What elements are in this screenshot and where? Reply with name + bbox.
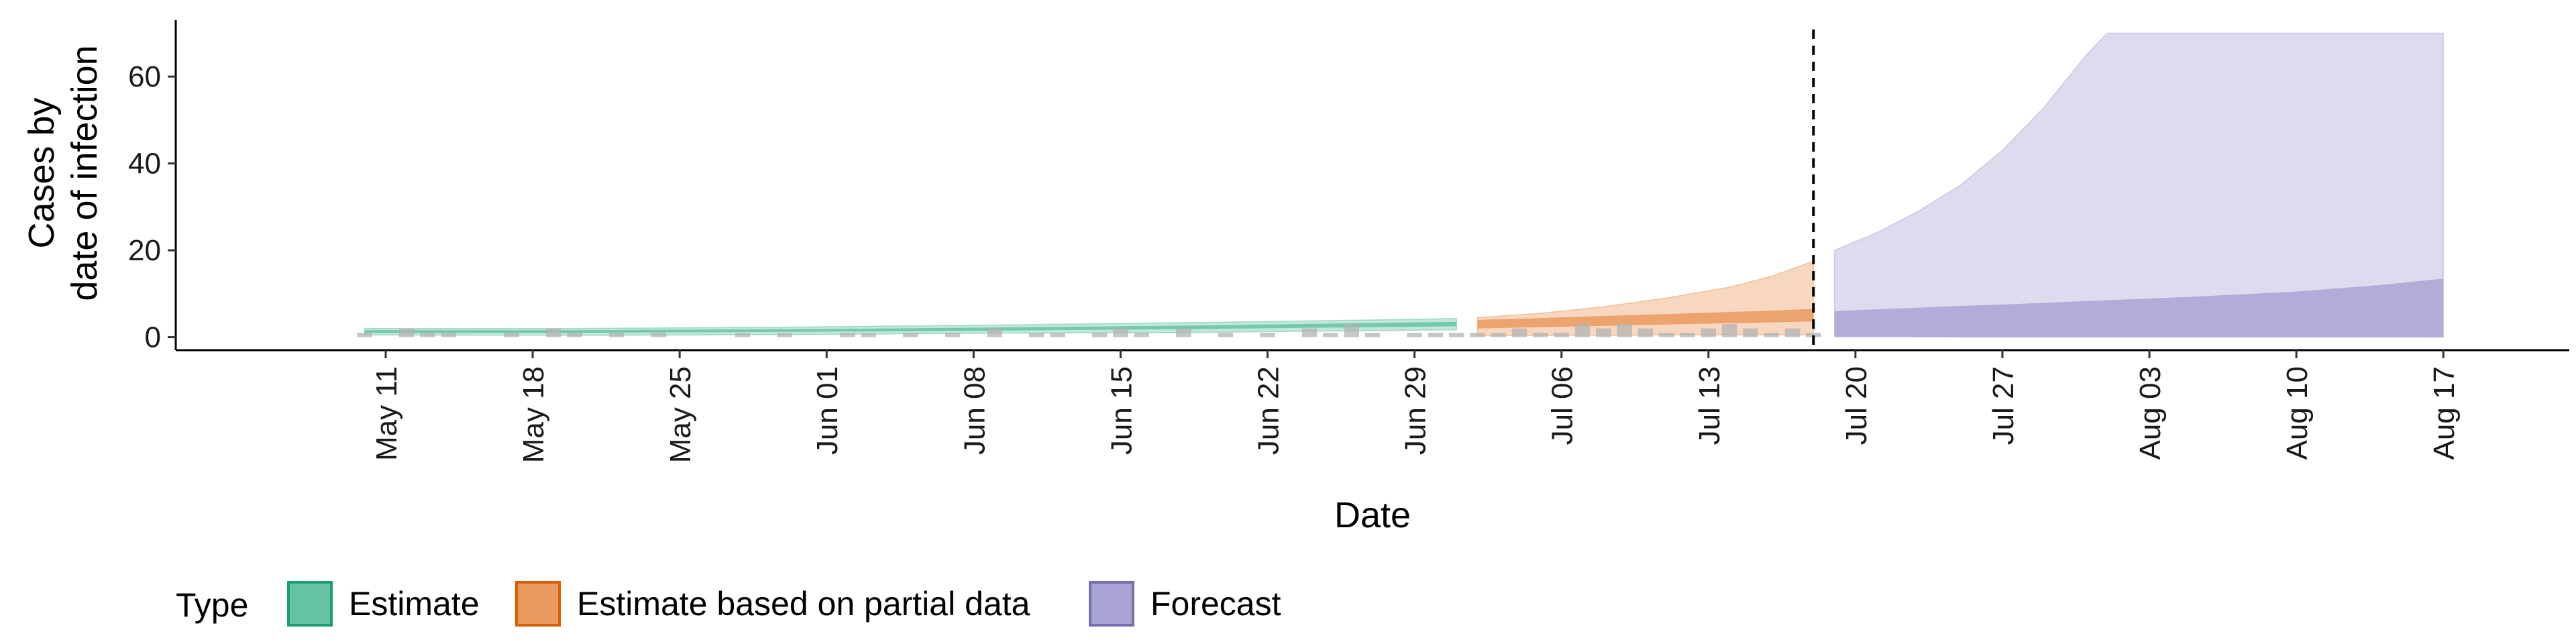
y-axis-title-line-1: Cases by — [21, 97, 62, 248]
y-axis-title-line-2: date of infection — [64, 45, 105, 301]
case-bar — [1470, 333, 1485, 337]
case-bar — [1091, 333, 1108, 337]
case-bar — [840, 333, 855, 337]
case-bar — [1050, 333, 1065, 337]
case-bar — [1511, 328, 1527, 337]
case-bar — [945, 333, 961, 337]
legend-key — [515, 581, 561, 627]
x-tick-label: Jul 13 — [1693, 366, 1726, 445]
y-tick-label: 0 — [145, 321, 161, 354]
x-tick-label: Aug 03 — [2134, 366, 2167, 460]
case-bar — [1596, 328, 1611, 337]
bars-layer — [357, 324, 1821, 337]
case-bar — [1743, 328, 1758, 337]
case-bar — [1176, 328, 1191, 337]
legend-title: Type — [176, 586, 248, 624]
case-bar — [651, 333, 667, 337]
y-axis-title: Cases by date of infection — [21, 45, 105, 301]
legend-label: Estimate based on partial data — [577, 585, 1030, 623]
case-bar — [1554, 333, 1569, 337]
x-axis-title: Date — [1334, 495, 1411, 535]
x-tick-label: Jul 20 — [1840, 366, 1873, 445]
bands-layer — [364, 32, 2444, 338]
case-bar — [735, 333, 751, 337]
case-bar — [1218, 333, 1234, 337]
case-bar — [1113, 328, 1128, 337]
case-bar — [1638, 328, 1654, 337]
band-inner-estimate — [364, 321, 1457, 333]
case-bar — [1701, 328, 1716, 337]
case-bar — [777, 333, 792, 337]
x-tick-label: May 18 — [517, 366, 550, 463]
case-bar — [609, 333, 625, 337]
legend-label: Forecast — [1150, 585, 1281, 623]
band-inner-estimate-based-on-partial-data — [1477, 309, 1814, 329]
case-bar — [1260, 333, 1275, 337]
legend-key — [287, 581, 333, 627]
x-tick-label: May 11 — [370, 366, 403, 461]
case-bar — [567, 333, 582, 337]
case-bar — [1301, 328, 1318, 337]
case-bar — [1533, 333, 1548, 337]
case-bar — [1134, 333, 1149, 337]
case-bar — [903, 333, 918, 337]
case-bar — [546, 328, 561, 337]
x-tick-label: Jun 29 — [1399, 366, 1432, 455]
x-tick-label: May 25 — [664, 366, 697, 463]
x-tick-label: Jul 06 — [1546, 366, 1579, 445]
legend-key — [1089, 581, 1134, 627]
case-bar — [357, 333, 372, 337]
case-bar — [1721, 324, 1737, 337]
case-bar — [1323, 333, 1338, 337]
y-tick-label: 20 — [128, 234, 161, 267]
case-bar — [1658, 333, 1674, 337]
case-bar — [1428, 333, 1444, 337]
case-bar — [399, 328, 415, 337]
x-tick-label: Jul 27 — [1987, 366, 2020, 445]
y-tick-label: 60 — [128, 60, 161, 93]
x-tick-label: Aug 17 — [2428, 366, 2461, 460]
case-bar — [1448, 333, 1464, 337]
case-bar — [1364, 333, 1381, 337]
case-bar — [1784, 328, 1801, 337]
case-bar — [1574, 324, 1591, 337]
x-tick-label: Jun 22 — [1252, 366, 1285, 455]
case-bar — [1029, 333, 1044, 337]
case-bar — [1491, 333, 1506, 337]
case-bar — [441, 333, 457, 337]
case-bar — [1764, 333, 1779, 337]
y-tick-label: 40 — [128, 148, 161, 180]
legend: Type Estimate Estimate based on partial d… — [176, 581, 1281, 627]
case-bar — [1680, 333, 1695, 337]
case-bar — [987, 328, 1002, 337]
x-tick-label: Jun 08 — [958, 366, 991, 455]
case-bar — [1344, 324, 1359, 337]
case-bar — [1806, 333, 1821, 337]
band-inner-forecast — [1834, 278, 2444, 337]
case-bar — [420, 333, 435, 337]
x-tick-label: Jun 15 — [1105, 366, 1138, 455]
case-bar — [1407, 333, 1422, 337]
x-tick-label: Jun 01 — [811, 366, 844, 455]
case-bar — [1617, 324, 1632, 337]
axes-layer: 0 20 40 60 May 11 May 18 May 25 Jun 01 Jun 08 Jun… — [128, 20, 2569, 463]
x-tick-label: Aug 10 — [2281, 366, 2314, 460]
case-bar — [861, 333, 877, 337]
legend-label: Estimate — [349, 585, 480, 623]
case-bar — [504, 333, 519, 337]
